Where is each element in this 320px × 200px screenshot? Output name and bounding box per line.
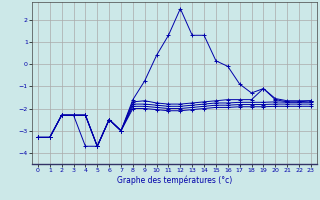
X-axis label: Graphe des températures (°c): Graphe des températures (°c) <box>117 176 232 185</box>
